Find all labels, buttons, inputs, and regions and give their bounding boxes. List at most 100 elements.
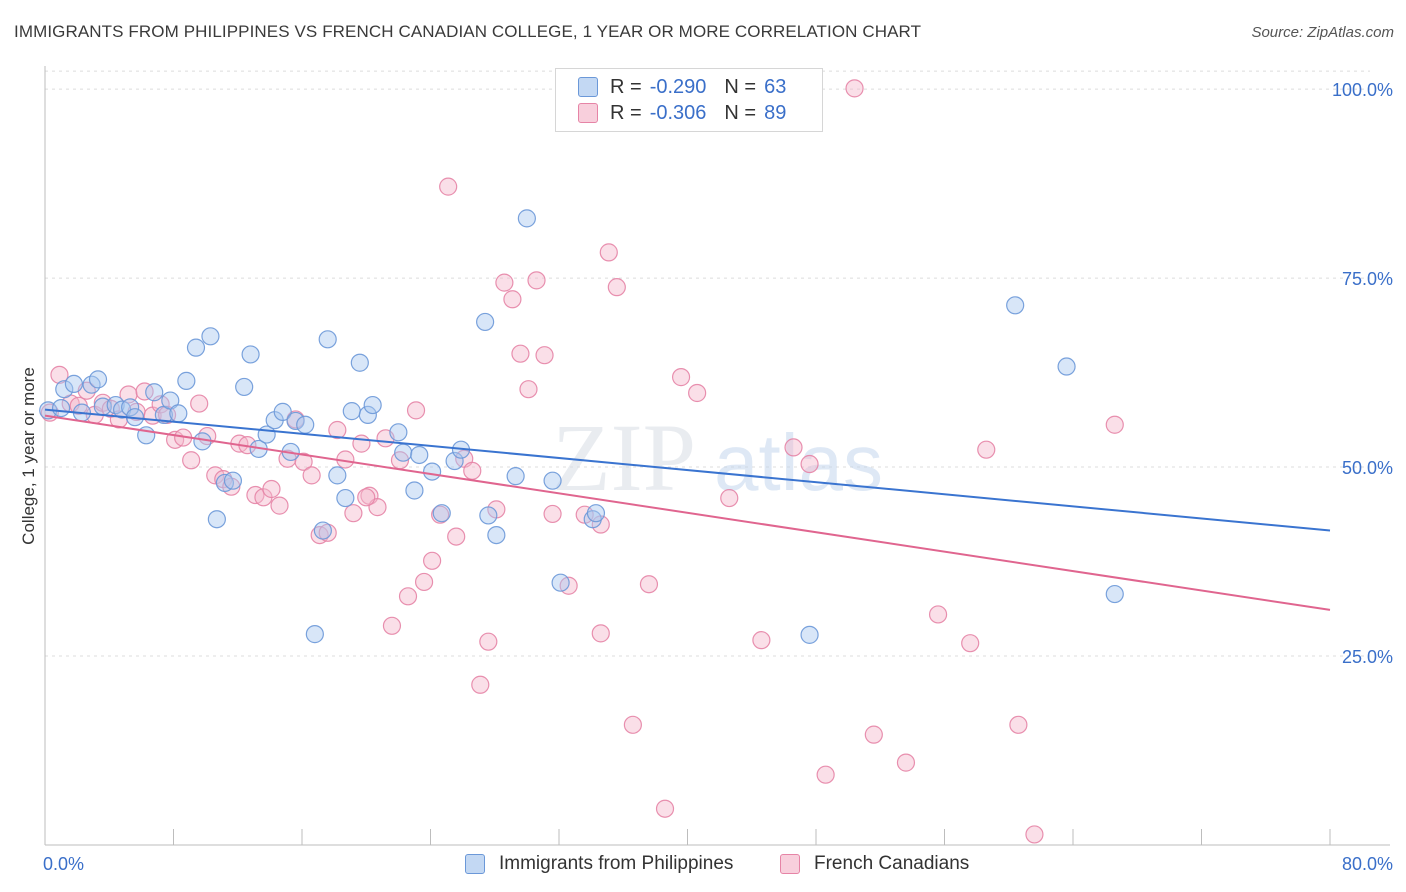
data-point [423, 462, 442, 481]
data-point [186, 338, 206, 357]
data-point [350, 353, 369, 372]
x-tick-label: 80.0% [1342, 854, 1393, 874]
data-point [405, 481, 424, 500]
legend-n-label: N = [724, 75, 757, 98]
data-point [286, 411, 305, 431]
watermark-atlas: atlas [714, 418, 883, 507]
data-point [50, 365, 69, 384]
data-point [201, 327, 220, 346]
axes [44, 66, 1390, 846]
data-point [305, 625, 324, 644]
legend-n-value: 63 [764, 75, 787, 98]
data-point [1009, 715, 1028, 734]
data-point [445, 451, 464, 471]
data-point [471, 675, 490, 694]
gridlines [45, 70, 1370, 657]
data-point [800, 625, 819, 644]
data-point [241, 345, 260, 364]
chart-title: IMMIGRANTS FROM PHILIPPINES VS FRENCH CA… [14, 22, 922, 41]
data-point [328, 420, 347, 440]
data-point [928, 605, 948, 624]
data-point [177, 371, 196, 390]
data-point [394, 443, 413, 462]
legend-swatch-blue [578, 77, 598, 97]
legend-r-label: R = [610, 101, 642, 124]
data-point [169, 404, 188, 423]
data-point [1057, 357, 1076, 376]
data-point [398, 587, 418, 606]
data-point [121, 398, 140, 417]
x-tick-label: 0.0% [43, 854, 84, 874]
data-point [207, 510, 226, 529]
data-point [235, 377, 254, 397]
legend-n-label: N = [724, 101, 757, 124]
legend-r-value: -0.290 [649, 75, 707, 98]
series-legend-label: French Canadians [814, 853, 970, 874]
y-tick-label: 100.0% [1332, 80, 1393, 100]
data-point [423, 551, 442, 570]
data-point [1105, 415, 1124, 434]
data-point [864, 725, 883, 744]
tick-labels: 25.0% 50.0% 75.0% 100.0% 0.0% 80.0% [43, 80, 1393, 874]
data-point [55, 380, 74, 399]
data-point [479, 506, 498, 525]
data-point [784, 438, 803, 457]
data-point [543, 504, 562, 524]
data-point [389, 423, 408, 442]
series-swatch-pink [780, 854, 800, 874]
series-legend-item-philippines: Immigrants from Philippines [465, 852, 733, 876]
data-point [432, 504, 451, 523]
data-point [357, 488, 376, 507]
data-point [363, 395, 382, 415]
data-point [51, 399, 71, 418]
stats-legend-row-blue: R = -0.290 N = 63 [578, 73, 786, 101]
data-point [88, 370, 108, 389]
data-point [336, 488, 355, 508]
data-point [64, 374, 84, 394]
points-immigrants-from-philippines [39, 209, 1124, 644]
legend-r-label: R = [610, 75, 642, 98]
data-point [639, 575, 659, 594]
data-point [586, 504, 606, 523]
y-tick-label: 75.0% [1342, 269, 1393, 289]
data-point [591, 624, 610, 643]
data-point [223, 471, 243, 490]
trendlines [44, 408, 1331, 611]
legend-swatch-pink [578, 103, 598, 123]
data-point [800, 454, 819, 474]
stats-legend: R = -0.290 N = 63 R = -0.306 N = 89 [555, 68, 823, 132]
data-point [161, 391, 180, 410]
data-point [551, 573, 570, 592]
data-point [543, 471, 562, 490]
data-point [599, 243, 618, 262]
data-point [190, 394, 209, 413]
data-point [296, 415, 315, 434]
data-point [688, 383, 707, 403]
data-point [655, 799, 675, 818]
data-point [406, 401, 426, 420]
data-point [535, 346, 554, 365]
data-point [720, 488, 739, 508]
data-point [519, 380, 538, 399]
trendline-pink [44, 414, 1331, 611]
data-point [145, 383, 164, 402]
series-legend-item-french-canadians: French Canadians [780, 852, 969, 876]
trendline-blue [44, 408, 1331, 532]
legend-n-value: 89 [764, 101, 787, 124]
data-point [182, 451, 201, 470]
data-point [517, 209, 536, 228]
data-point [382, 616, 402, 635]
data-point [476, 312, 495, 332]
data-point [845, 79, 864, 98]
y-tick-label: 25.0% [1342, 647, 1393, 667]
stats-legend-row-pink: R = -0.306 N = 89 [578, 99, 786, 127]
data-point [352, 434, 371, 453]
y-axis-label: College, 1 year or more [19, 367, 38, 545]
data-point [503, 290, 522, 309]
data-point [623, 715, 642, 734]
data-point [344, 504, 363, 523]
data-point [463, 461, 482, 480]
data-point [977, 440, 996, 459]
data-point [1025, 825, 1044, 844]
